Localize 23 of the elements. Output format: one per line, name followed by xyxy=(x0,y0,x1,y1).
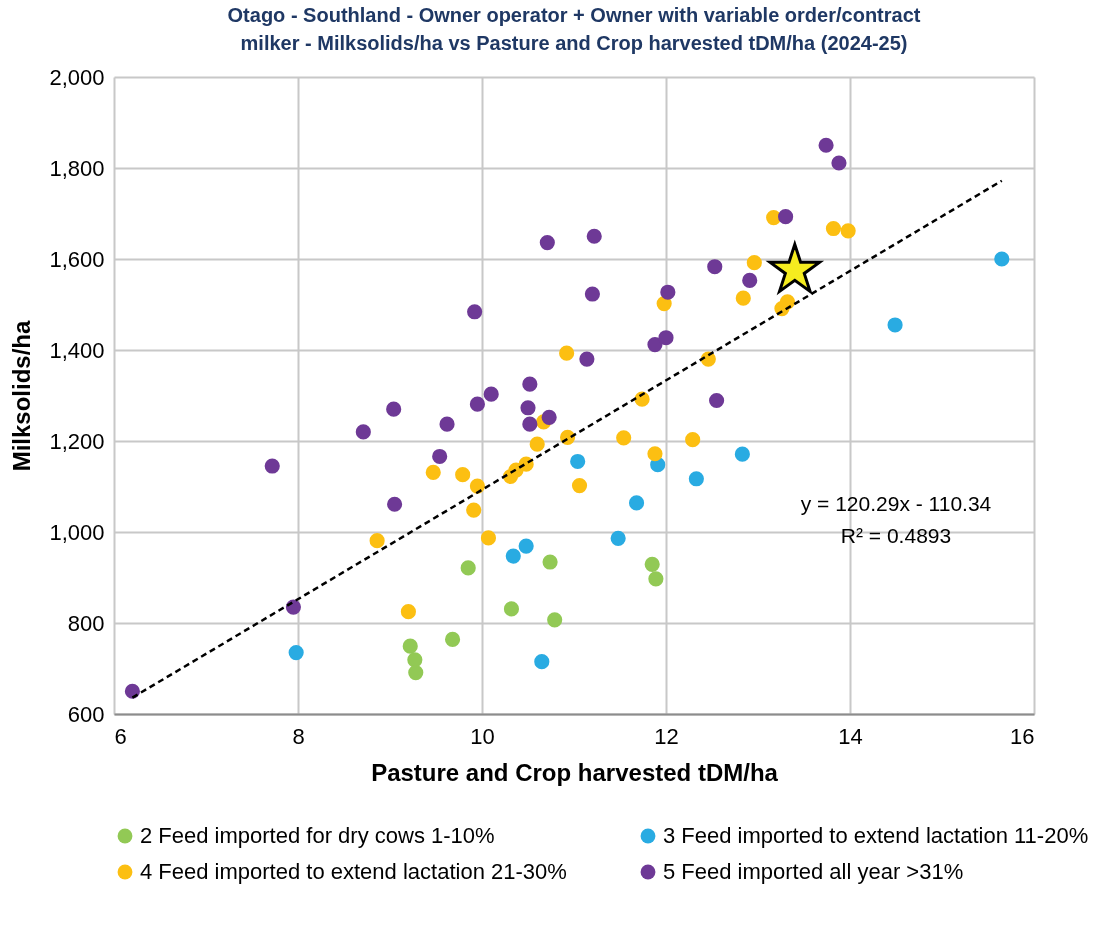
y-tick-label: 1,000 xyxy=(49,519,105,545)
x-tick-label: 12 xyxy=(654,723,679,749)
annotation: y = 120.29x - 110.34 xyxy=(800,492,992,516)
x-axis-title: Pasture and Crop harvested tDM/ha xyxy=(371,758,779,786)
x-tick-label: 16 xyxy=(1010,723,1035,749)
legend-label: 3 Feed imported to extend lactation 11-20% xyxy=(663,823,1089,848)
y-tick-label: 600 xyxy=(67,701,105,727)
legend-label: 4 Feed imported to extend lactation 21-30% xyxy=(140,859,567,884)
x-tick-label: 10 xyxy=(470,723,495,749)
chart-title: Otago - Southland - Owner operator + Owner with variable order/contract milker - Milksolids/ha vs Pasture and Crop harvested tDM/ha (2024-25) xyxy=(227,4,921,54)
annotation: R² = 0.4893 xyxy=(840,523,952,547)
x-tick-label: 8 xyxy=(292,723,305,749)
y-tick-label: 800 xyxy=(67,610,105,636)
y-tick-label: 2,000 xyxy=(49,64,105,90)
y-tick-label: 1,600 xyxy=(49,246,105,272)
x-tick-label: 14 xyxy=(838,723,863,749)
legend-label: 2 Feed imported for dry cows 1-10% xyxy=(140,823,495,848)
y-tick-label: 1,200 xyxy=(49,428,105,454)
y-tick-label: 1,800 xyxy=(49,155,105,181)
legend-label: 5 Feed imported all year >31% xyxy=(663,859,964,884)
x-tick-label: 6 xyxy=(114,723,127,749)
y-axis-title: Milksolids/ha xyxy=(8,320,36,472)
y-tick-label: 1,400 xyxy=(49,337,105,363)
